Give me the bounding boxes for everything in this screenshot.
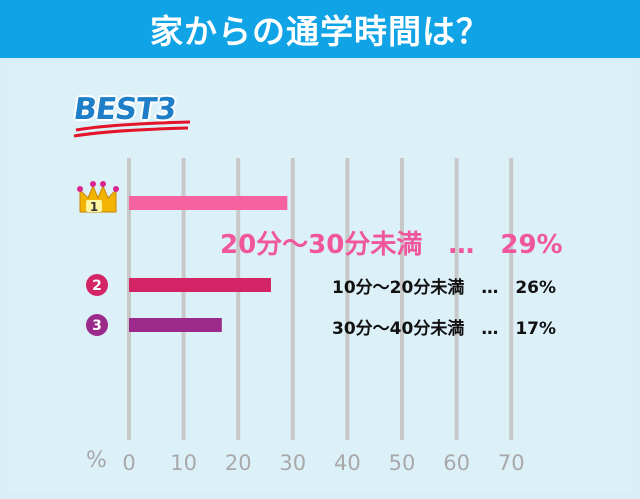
x-tick-label: 40 (334, 451, 361, 475)
x-tick-label: 10 (170, 451, 197, 475)
x-axis-unit: % (86, 448, 107, 473)
page-title: 家からの通学時間は？ (150, 12, 490, 51)
bar-rank-1 (129, 196, 288, 210)
x-tick-label: 60 (443, 451, 470, 475)
chart-panel (8, 64, 632, 494)
bar-rank-3 (129, 318, 222, 332)
crown-icon (77, 181, 119, 213)
rank-1-label: 20分～30分未満 … 29% (220, 230, 563, 260)
x-tick-label: 0 (122, 451, 135, 475)
best3-underline (73, 120, 191, 138)
rank-2-number: 2 (92, 278, 102, 294)
rank-2-badge (86, 274, 108, 296)
x-tick-label: 30 (279, 451, 306, 475)
rank-3-badge (86, 314, 108, 336)
rank-2-label: 10分～20分未満 … 26% (332, 278, 557, 298)
bar-rank-2 (129, 278, 271, 292)
rank-3-number: 3 (92, 318, 102, 334)
x-tick-label: 70 (498, 451, 525, 475)
crown-number: 1 (90, 200, 98, 214)
rank-3-label: 30分～40分未満 … 17% (332, 319, 557, 339)
x-tick-label: 20 (225, 451, 252, 475)
title-bar: 家からの通学時間は？ (0, 0, 640, 58)
x-tick-label: 50 (389, 451, 416, 475)
